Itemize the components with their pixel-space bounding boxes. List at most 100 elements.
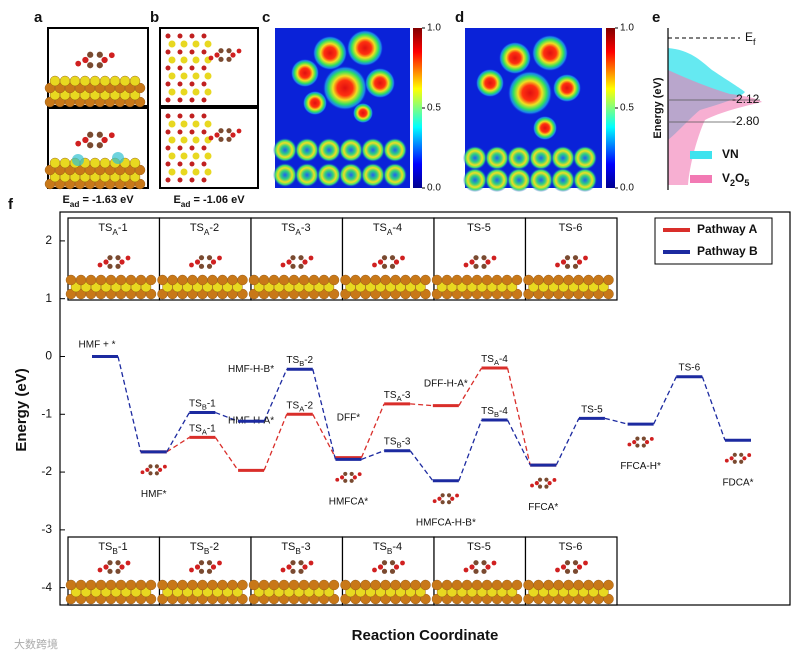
atom (65, 274, 77, 286)
connector (166, 412, 190, 453)
atom (87, 142, 94, 149)
text-part: E (62, 194, 69, 206)
atom (119, 75, 131, 87)
atom (573, 274, 584, 286)
atom (635, 436, 640, 441)
atom (87, 51, 94, 58)
atom (236, 48, 242, 54)
atom (288, 274, 300, 286)
atom (198, 255, 205, 261)
level-label: TSA-4 (481, 354, 508, 368)
connector (215, 411, 239, 422)
atom (96, 62, 103, 69)
text-part: TS-5 (467, 222, 491, 234)
subscript: A (397, 394, 402, 403)
subscript: A (202, 428, 207, 437)
text-part: FFCA* (528, 502, 558, 513)
atom (189, 161, 195, 167)
subscript: A (112, 228, 118, 237)
atom (461, 579, 473, 591)
text-part: TS (373, 222, 387, 234)
text-part: = -1.06 eV (190, 194, 245, 206)
atom (85, 274, 97, 286)
density (507, 146, 531, 170)
panel-label: e (652, 9, 660, 26)
atom (485, 564, 491, 570)
density (573, 146, 597, 170)
atom (286, 564, 292, 570)
atom (583, 255, 588, 261)
atom (165, 129, 171, 135)
atom (572, 255, 579, 261)
inset-label: TSA-3 (281, 222, 310, 237)
atom (226, 136, 232, 142)
atom (165, 113, 171, 119)
connector (263, 368, 288, 422)
atom (75, 274, 87, 286)
atom (107, 255, 113, 261)
subscript: B (112, 547, 118, 556)
atom (214, 52, 220, 58)
atom (204, 72, 212, 80)
atom (96, 131, 103, 138)
atom (349, 478, 354, 483)
subscript: B (202, 403, 207, 412)
atom (108, 132, 115, 139)
atom (280, 262, 286, 268)
density (485, 168, 509, 192)
atom (357, 472, 362, 477)
atom (165, 145, 171, 151)
atom (129, 75, 141, 87)
atom (747, 453, 752, 458)
legend (654, 217, 773, 265)
atom (573, 579, 584, 591)
atom (157, 579, 168, 591)
atom (135, 274, 147, 286)
atom (230, 52, 236, 58)
text-part: DFF-H-A* (424, 378, 468, 389)
atom (339, 475, 345, 480)
atom (308, 255, 314, 261)
atom (298, 560, 304, 566)
atom (576, 259, 583, 265)
text-part: TS (384, 436, 397, 447)
atom (189, 113, 195, 119)
atom (302, 259, 308, 265)
atom (560, 259, 567, 265)
atom (204, 152, 212, 160)
density (533, 116, 557, 140)
atom (485, 259, 491, 265)
atom (473, 263, 479, 269)
density (383, 138, 407, 162)
atom (210, 564, 217, 570)
atom (572, 560, 579, 566)
atom (593, 274, 604, 286)
atom (450, 496, 455, 501)
density (273, 163, 297, 187)
atom (168, 152, 176, 160)
atom (135, 579, 147, 591)
atom (180, 120, 188, 128)
charge (72, 154, 84, 166)
text-part: -1 (118, 541, 128, 553)
atom (555, 262, 560, 268)
atom (511, 579, 523, 591)
atom (278, 274, 290, 286)
colorbar-c (413, 28, 422, 188)
legend-swatch (690, 175, 712, 183)
atom (177, 33, 183, 39)
panel-label: b (150, 9, 159, 26)
atom (432, 499, 437, 504)
atom (115, 560, 121, 566)
subscript: B (204, 547, 210, 556)
atom (732, 459, 737, 464)
density (273, 138, 297, 162)
level-label: TS-6 (678, 362, 700, 373)
atom (290, 560, 296, 566)
level-label: TSB-4 (481, 406, 508, 420)
atom (198, 263, 205, 269)
atom (523, 274, 534, 286)
colorbar-tick-label: 0.5 (620, 103, 634, 114)
atom (109, 75, 121, 87)
text-part: -4 (392, 222, 402, 234)
